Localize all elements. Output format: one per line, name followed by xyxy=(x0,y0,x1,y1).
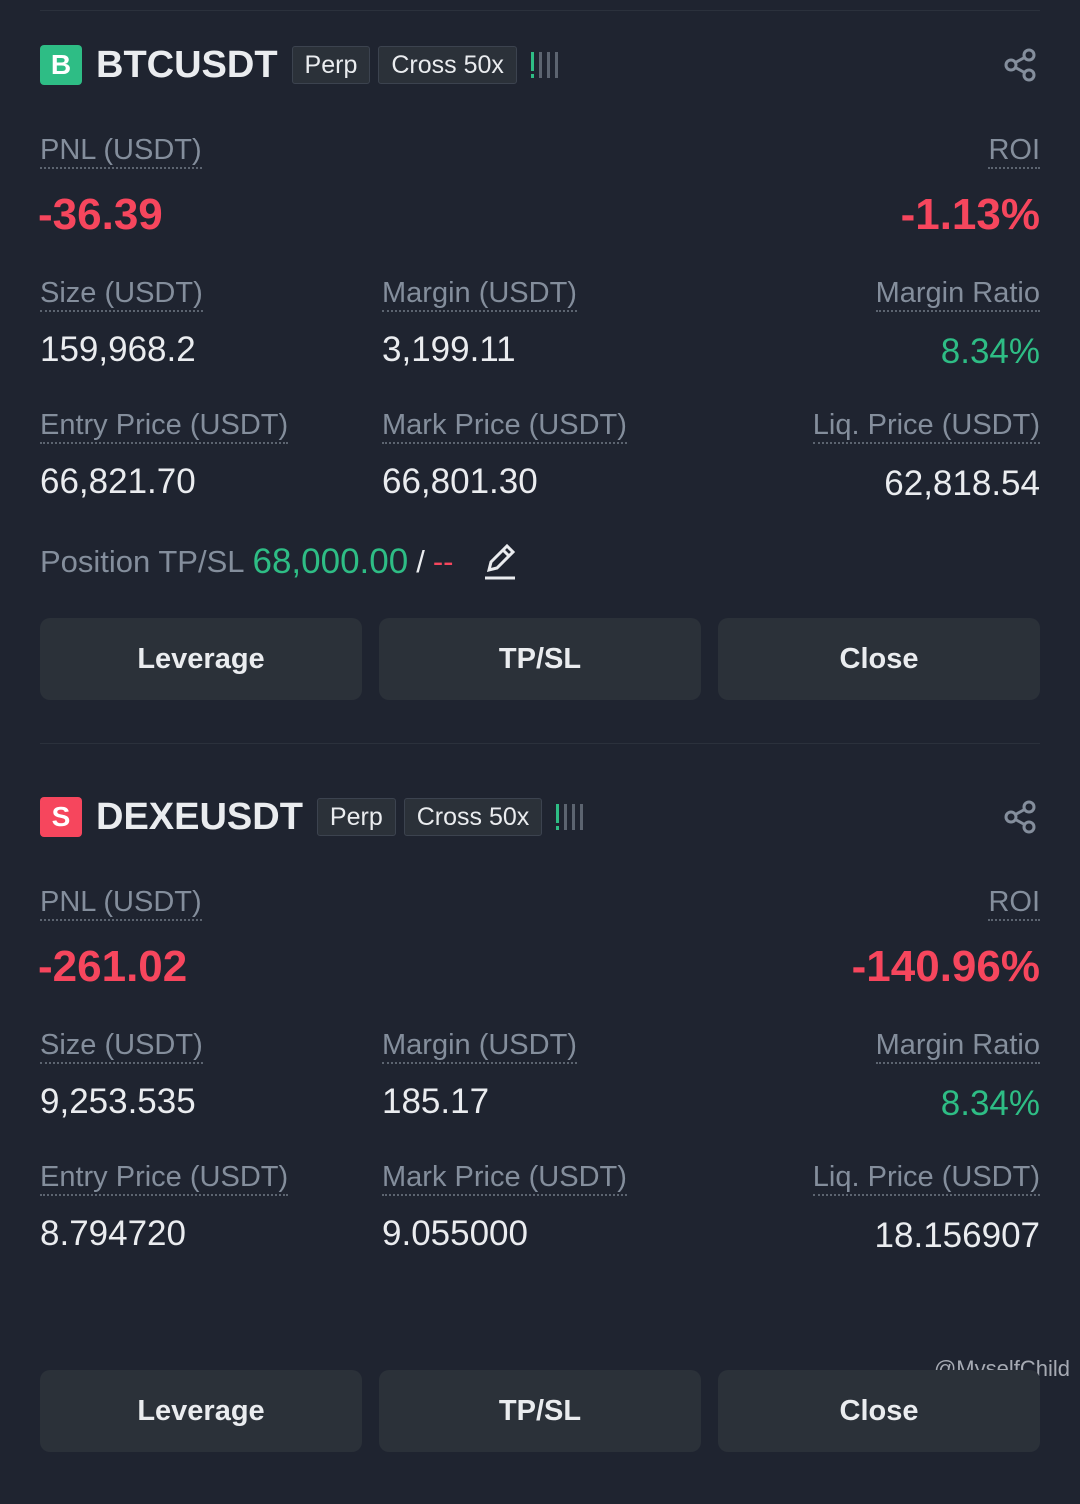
pnl-label: PNL (USDT) xyxy=(40,133,202,169)
field-value: 3,199.11 xyxy=(382,330,516,369)
share-button[interactable] xyxy=(1002,47,1038,83)
pnl-value: -36.39 xyxy=(38,190,163,239)
field-value: 9.055000 xyxy=(382,1214,528,1253)
field-value: 159,968.2 xyxy=(40,330,196,369)
action-button[interactable]: Leverage xyxy=(40,1370,362,1452)
symbol: BTCUSDT xyxy=(96,43,278,86)
tp-price: 68,000.00 xyxy=(252,542,409,581)
divider xyxy=(40,743,1040,744)
field-value: 9,253.535 xyxy=(40,1082,196,1121)
risk-indicator xyxy=(529,50,559,80)
contract-type-tag: Perp xyxy=(316,798,396,836)
action-button[interactable]: Close xyxy=(718,1370,1040,1452)
margin-mode-tag[interactable]: Cross 50x xyxy=(403,798,543,836)
field-label: Margin Ratio xyxy=(875,276,1040,312)
field-value: 66,801.30 xyxy=(382,462,538,501)
field-value: 18.156907 xyxy=(874,1216,1040,1255)
symbol: DEXEUSDT xyxy=(96,795,303,838)
field-value: 185.17 xyxy=(382,1082,490,1121)
sl-price: -- xyxy=(432,544,454,579)
edit-tpsl-button[interactable] xyxy=(481,542,519,582)
field-label: Liq. Price (USDT) xyxy=(812,408,1040,444)
pnl-value: -261.02 xyxy=(38,942,188,991)
divider xyxy=(40,10,1040,11)
position-header: B BTCUSDT Perp Cross 50x xyxy=(40,43,559,86)
contract-type-tag: Perp xyxy=(291,46,371,84)
field-label: Mark Price (USDT) xyxy=(382,408,627,444)
field-label: Size (USDT) xyxy=(40,1028,203,1064)
action-button[interactable]: TP/SL xyxy=(379,618,701,700)
position-card: S DEXEUSDT Perp Cross 50x PNL (USDT) -261.02 R… xyxy=(0,752,1080,1504)
side-badge: B xyxy=(40,45,82,85)
roi-label: ROI xyxy=(988,133,1040,169)
field-value: 8.794720 xyxy=(40,1214,186,1253)
field-label: Size (USDT) xyxy=(40,276,203,312)
field-label: Margin Ratio xyxy=(875,1028,1040,1064)
field-label: Mark Price (USDT) xyxy=(382,1160,627,1196)
risk-indicator xyxy=(554,802,584,832)
field-label: Entry Price (USDT) xyxy=(40,1160,289,1196)
side-badge: S xyxy=(40,797,82,837)
field-label: Entry Price (USDT) xyxy=(40,408,289,444)
tpsl-label: Position TP/SL xyxy=(40,544,245,579)
pnl-label: PNL (USDT) xyxy=(40,885,202,921)
margin-mode-tag[interactable]: Cross 50x xyxy=(378,46,517,84)
field-label: Liq. Price (USDT) xyxy=(812,1160,1040,1196)
position-card: B BTCUSDT Perp Cross 50x PNL (USDT) -36.39 ROI… xyxy=(38,43,1040,744)
field-label: Margin (USDT) xyxy=(382,1028,577,1064)
positions-screen: @MyselfChild B BTCUSDT Perp Cross 50x PNL (U… xyxy=(38,10,1070,1452)
share-button[interactable] xyxy=(1002,799,1038,835)
action-button[interactable]: Leverage xyxy=(40,618,362,700)
field-value: 8.34% xyxy=(940,1084,1040,1123)
tpsl-row: Position TP/SL 68,000.00/-- xyxy=(40,540,519,584)
field-value: 8.34% xyxy=(940,332,1040,371)
field-value: 66,821.70 xyxy=(40,462,196,501)
roi-value: -1.13% xyxy=(900,190,1040,239)
position-header: S DEXEUSDT Perp Cross 50x xyxy=(40,795,584,838)
roi-label: ROI xyxy=(988,885,1040,921)
action-button[interactable]: TP/SL xyxy=(379,1370,701,1452)
field-label: Margin (USDT) xyxy=(382,276,577,312)
field-value: 62,818.54 xyxy=(884,464,1040,503)
roi-value: -140.96% xyxy=(851,942,1040,991)
tpsl-separator: / xyxy=(416,544,425,579)
action-button[interactable]: Close xyxy=(718,618,1040,700)
